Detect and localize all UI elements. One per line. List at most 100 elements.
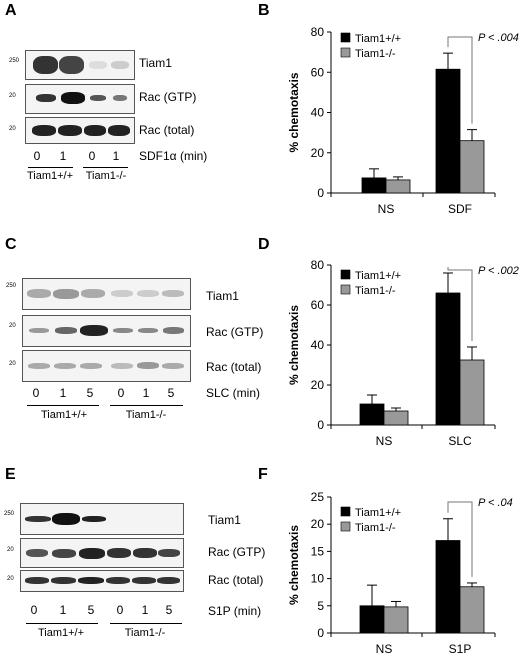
lane-label: 1: [112, 149, 120, 163]
blot-row-label: Rac (total): [139, 123, 195, 137]
band: [106, 577, 130, 584]
band: [133, 548, 157, 558]
y-tick-label: 60: [311, 298, 325, 312]
bar: [459, 359, 485, 426]
legend-label: Tiam1-/-: [355, 48, 396, 60]
band: [113, 328, 133, 333]
band: [84, 125, 106, 136]
x-tick-label: NS: [376, 434, 393, 448]
blot-tiam1-e: [20, 503, 184, 535]
bar: [435, 68, 461, 194]
genotype-label: Tiam1+/+: [37, 627, 85, 639]
mw-marker: 250: [6, 283, 17, 289]
band: [79, 548, 105, 559]
blot-row-label: Tiam1: [206, 289, 239, 303]
band: [25, 577, 49, 584]
lane-label: 0: [30, 603, 38, 617]
lane-label: 0: [88, 149, 96, 163]
y-tick-label: 0: [317, 626, 324, 640]
bar: [459, 586, 485, 634]
band: [26, 549, 48, 557]
y-tick-label: 80: [311, 25, 325, 39]
band: [32, 125, 56, 136]
blot-rac-gtp-e: [20, 538, 184, 568]
bar: [359, 605, 385, 634]
band: [80, 363, 102, 369]
y-axis-label: % chemotaxis: [287, 305, 301, 385]
mw-marker: 20: [7, 576, 14, 582]
y-tick-label: 0: [317, 418, 324, 432]
band: [111, 290, 133, 297]
genotype-label: Tiam1-/-: [124, 627, 166, 639]
lane-label: 1: [142, 386, 150, 400]
mw-marker: 20: [9, 93, 16, 99]
lane-label: 5: [165, 603, 173, 617]
band: [158, 549, 180, 557]
mw-marker: 250: [9, 58, 20, 64]
bar: [383, 606, 409, 634]
blot-row-label: Rac (GTP): [139, 90, 197, 104]
group-underline: [110, 405, 183, 406]
band: [113, 95, 127, 101]
band: [58, 125, 82, 136]
panel-letter-c: C: [5, 236, 17, 253]
genotype-label: Tiam1-/-: [85, 170, 127, 182]
legend-swatch: [340, 47, 351, 58]
y-axis-label: % chemotaxis: [287, 525, 301, 605]
lane-label: 0: [117, 386, 125, 400]
blot-rac-gtp-c: [22, 315, 191, 347]
mw-marker: 250: [4, 511, 15, 517]
band: [33, 56, 58, 74]
band: [137, 362, 159, 369]
significance-label: P < .04: [478, 497, 513, 509]
lane-label: 1: [59, 603, 67, 617]
significance-bracket: [447, 267, 473, 341]
legend-label: Tiam1+/+: [355, 33, 401, 45]
mw-marker: 20: [9, 323, 16, 329]
mw-marker: 20: [7, 547, 14, 553]
legend-label: Tiam1+/+: [355, 270, 401, 282]
y-tick-label: 20: [311, 517, 325, 531]
x-tick-label: NS: [378, 202, 395, 216]
band: [52, 513, 80, 525]
treatment-label: S1P (min): [208, 604, 262, 618]
band: [157, 577, 180, 584]
band: [81, 289, 105, 298]
bar: [361, 177, 387, 194]
band: [55, 327, 77, 334]
lane-label: 1: [141, 603, 149, 617]
band: [29, 328, 49, 333]
panel-letter-d: D: [258, 236, 270, 253]
group-underline: [27, 405, 99, 406]
blot-rac-total-c: [22, 350, 191, 382]
legend-swatch: [340, 506, 351, 517]
blot-row-label: Tiam1: [139, 56, 172, 70]
band: [111, 61, 129, 69]
blot-row-label: Tiam1: [208, 513, 241, 527]
y-tick-label: 25: [311, 490, 325, 504]
blot-tiam1-c: [22, 278, 191, 310]
blot-row-label: Rac (GTP): [206, 325, 264, 339]
group-underline: [28, 167, 73, 168]
band: [138, 328, 158, 333]
x-tick-label: SDF: [448, 202, 472, 216]
treatment-label: SLC (min): [206, 386, 261, 400]
blot-rac-total-e: [20, 570, 184, 592]
significance-bracket: [447, 501, 473, 577]
lane-label: 1: [59, 386, 67, 400]
x-tick-label: NS: [376, 642, 393, 656]
blot-tiam1-a: [25, 50, 135, 80]
panel-letter-b: B: [258, 2, 270, 19]
y-tick-label: 10: [311, 572, 325, 586]
band: [25, 516, 51, 522]
legend-swatch: [340, 284, 351, 295]
significance-label: P < .004: [478, 32, 519, 44]
panel-letter-e: E: [5, 466, 16, 483]
y-tick-label: 40: [311, 338, 325, 352]
lane-label: 0: [116, 603, 124, 617]
band: [90, 95, 106, 101]
y-axis-label: % chemotaxis: [287, 72, 301, 152]
panel-letter-f: F: [258, 466, 268, 483]
band: [137, 290, 159, 297]
